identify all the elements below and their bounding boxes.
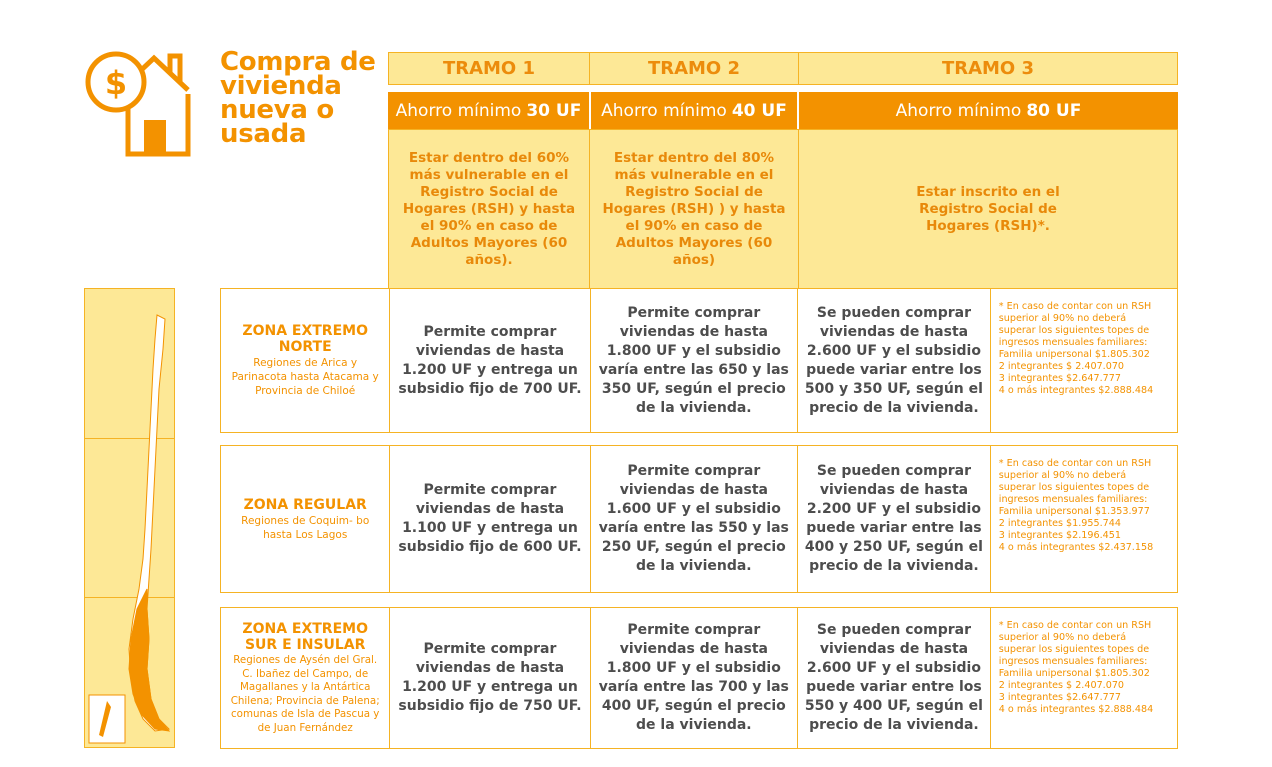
rsh-note: * En caso de contar con un RSH superior … xyxy=(991,446,1177,592)
zone-label: ZONA REGULAR Regiones de Coquim- bo hast… xyxy=(221,446,391,592)
note-line: 3 integrantes $2.647.777 xyxy=(998,373,1121,384)
note-line: 3 integrantes $2.196.451 xyxy=(998,530,1121,541)
ahorro-value: 80 UF xyxy=(1026,100,1082,121)
note-line: superior al 90% no deberá xyxy=(998,632,1127,643)
tramo-2-benefit: Permite comprar viviendas de hasta 1.600… xyxy=(591,446,799,592)
rsh-note: * En caso de contar con un RSH superior … xyxy=(991,608,1177,748)
note-line: superior al 90% no deberá xyxy=(998,470,1127,481)
note-line: 4 o más integrantes $2.888.484 xyxy=(998,704,1154,715)
chile-map-icon xyxy=(88,314,171,744)
ahorro-label: Ahorro mínimo xyxy=(601,100,727,121)
rsh-note: * En caso de contar con un RSH superior … xyxy=(991,289,1177,432)
note-line: superar los siguientes topes de xyxy=(998,482,1150,493)
title-line: nueva o xyxy=(220,95,334,125)
ahorro-value: 30 UF xyxy=(526,100,582,121)
tramo-1-benefit: Permite comprar viviendas de hasta 1.200… xyxy=(390,289,591,432)
tramo-3-header: TRAMO 3 xyxy=(798,52,1178,85)
ahorro-label: Ahorro mínimo xyxy=(395,100,522,121)
ahorro-label: Ahorro mínimo xyxy=(895,100,1022,121)
note-line: ingresos mensuales familiares: xyxy=(998,494,1148,505)
note-line: 4 o más integrantes $2.888.484 xyxy=(998,385,1154,396)
zone-name: ZONA REGULAR xyxy=(243,496,367,513)
tramo-2-benefit: Permite comprar viviendas de hasta 1.800… xyxy=(591,608,799,748)
note-line: Familia unipersonal $1.805.302 xyxy=(998,349,1150,360)
note-line: 3 integrantes $2.647.777 xyxy=(998,692,1121,703)
tramo-2-benefit: Permite comprar viviendas de hasta 1.800… xyxy=(591,289,799,432)
note-line: * En caso de contar con un RSH xyxy=(998,301,1152,312)
map-divider xyxy=(85,597,174,598)
tramo-3-ahorro: Ahorro mínimo 80 UF xyxy=(799,92,1178,129)
title-line: vivienda xyxy=(220,71,342,101)
note-line: 2 integrantes $ 2.407.070 xyxy=(998,680,1125,691)
note-line: 2 integrantes $1.955.744 xyxy=(998,518,1121,529)
tramo-2-requisito: Estar dentro del 80% más vulnerable en e… xyxy=(589,129,799,289)
zone-row-extremo-sur: ZONA EXTREMO SUR E INSULAR Regiones de A… xyxy=(220,607,1178,749)
tramo-2-ahorro: Ahorro mínimo 40 UF xyxy=(591,92,797,129)
note-line: ingresos mensuales familiares: xyxy=(998,337,1148,348)
note-line: superar los siguientes topes de xyxy=(998,644,1150,655)
tramo-1-ahorro: Ahorro mínimo 30 UF xyxy=(388,92,589,129)
note-line: Familia unipersonal $1.353.977 xyxy=(998,506,1150,517)
zone-description: Regiones de Arica y Parinacota hasta Ata… xyxy=(231,357,379,397)
note-line: Familia unipersonal $1.805.302 xyxy=(998,668,1150,679)
zone-label: ZONA EXTREMO NORTE Regiones de Arica y P… xyxy=(221,289,391,432)
map-divider xyxy=(85,438,174,439)
note-line: superior al 90% no deberá xyxy=(998,313,1127,324)
page-title: Compra de vivienda nueva o usada xyxy=(220,47,380,149)
zone-description: Regiones de Coquim- bo hasta Los Lagos xyxy=(241,514,370,541)
tramo-3-benefit: Se pueden comprar viviendas de hasta 2.2… xyxy=(798,446,991,592)
note-line: ingresos mensuales familiares: xyxy=(998,656,1148,667)
tramo-1-header: TRAMO 1 xyxy=(388,52,590,85)
zone-row-regular: ZONA REGULAR Regiones de Coquim- bo hast… xyxy=(220,445,1178,593)
zone-label: ZONA EXTREMO SUR E INSULAR Regiones de A… xyxy=(221,608,391,748)
tramo-1-requisito: Estar dentro del 60% más vulnerable en e… xyxy=(388,129,590,289)
tramo-3-benefit: Se pueden comprar viviendas de hasta 2.6… xyxy=(798,289,991,432)
title-line: Compra de xyxy=(220,47,376,77)
note-line: 4 o más integrantes $2.437.158 xyxy=(998,542,1154,553)
zone-name: ZONA EXTREMO NORTE xyxy=(242,323,368,355)
tramo-3-requisito: Estar inscrito en el Registro Social de … xyxy=(798,129,1178,289)
zone-name: ZONA EXTREMO SUR E INSULAR xyxy=(242,621,368,653)
note-line: * En caso de contar con un RSH xyxy=(998,620,1152,631)
title-line: usada xyxy=(220,119,307,149)
ahorro-value: 40 UF xyxy=(731,100,787,121)
chile-map-panel xyxy=(84,288,175,748)
note-line: * En caso de contar con un RSH xyxy=(998,458,1152,469)
note-line: 2 integrantes $ 2.407.070 xyxy=(998,361,1125,372)
tramo-1-benefit: Permite comprar viviendas de hasta 1.100… xyxy=(390,446,591,592)
note-line: superar los siguientes topes de xyxy=(998,325,1150,336)
zone-description: Regiones de Aysén del Gral. C. Ibañez de… xyxy=(230,654,380,734)
tramo-2-header: TRAMO 2 xyxy=(589,52,799,85)
house-dollar-icon: $ xyxy=(82,50,204,160)
tramo-1-benefit: Permite comprar viviendas de hasta 1.200… xyxy=(390,608,591,748)
svg-text:$: $ xyxy=(105,64,127,102)
tramo-3-benefit: Se pueden comprar viviendas de hasta 2.6… xyxy=(798,608,991,748)
zone-row-extremo-norte: ZONA EXTREMO NORTE Regiones de Arica y P… xyxy=(220,288,1178,433)
